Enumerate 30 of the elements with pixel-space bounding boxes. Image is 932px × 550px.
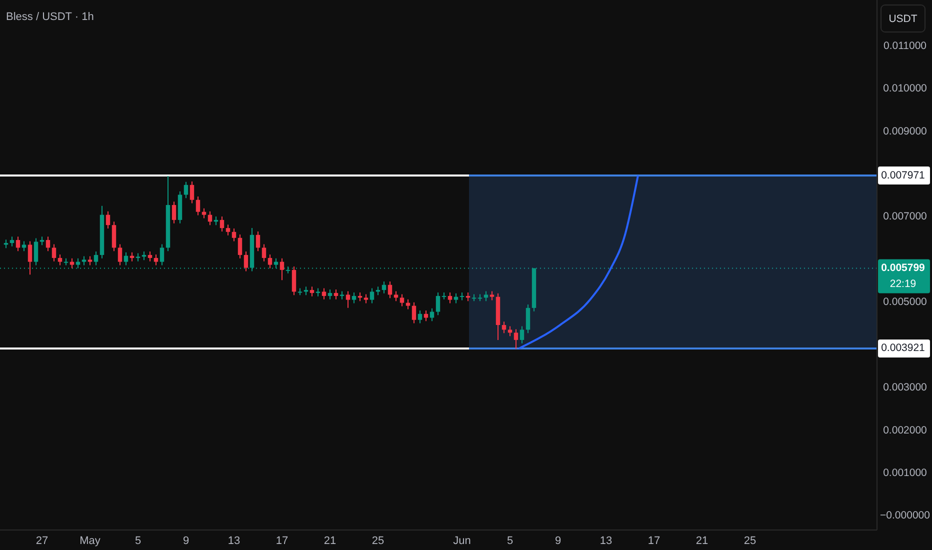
x-tick-label: 13 <box>228 534 240 547</box>
x-tick-label: May <box>80 534 101 547</box>
x-tick-label: 5 <box>134 534 142 547</box>
y-tick-label: 0.005000 <box>883 296 928 308</box>
x-tick-label: 13 <box>600 534 612 547</box>
x-tick-label: 21 <box>696 534 708 547</box>
y-tick-label: 0.003000 <box>883 382 928 394</box>
x-tick-label: 17 <box>276 534 288 547</box>
x-tick-label: Jun <box>453 534 471 547</box>
x-tick-label: 9 <box>554 534 562 547</box>
text: Bless / USDT · 1h <box>6 11 94 23</box>
x-tick-label: 21 <box>324 534 336 547</box>
x-tick-label: 5 <box>506 534 514 547</box>
x-tick-label: 9 <box>182 534 190 547</box>
ref-line-label: 0.007971 <box>881 169 926 182</box>
x-tick-label: 27 <box>36 534 48 547</box>
ref-line-label: 0.005799 <box>881 262 926 274</box>
y-tick-label: 0.011000 <box>883 40 927 52</box>
text: 22:19 <box>890 278 916 290</box>
y-tick-label: 0.007000 <box>883 210 928 223</box>
y-tick-label: 0.001000 <box>883 466 928 479</box>
ref-line-label: 0.003921 <box>881 342 926 354</box>
y-tick-label: 0.002000 <box>883 424 928 436</box>
y-tick-label: 0.010000 <box>883 82 928 95</box>
x-tick-label: 25 <box>744 534 756 547</box>
y-axis-title: USDT <box>888 12 918 25</box>
x-tick-label: 17 <box>648 534 660 547</box>
y-tick-label: 0.009000 <box>883 125 928 138</box>
y-tick-label: −0.000000 <box>880 510 930 522</box>
x-tick-label: 25 <box>372 534 384 547</box>
